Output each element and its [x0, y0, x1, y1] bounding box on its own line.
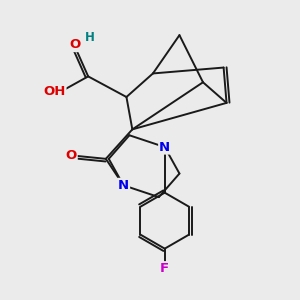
Text: N: N: [118, 179, 129, 192]
Text: O: O: [69, 38, 80, 51]
Text: H: H: [85, 31, 94, 44]
Text: F: F: [160, 262, 169, 275]
Text: OH: OH: [43, 85, 65, 98]
Text: O: O: [65, 149, 77, 162]
Text: N: N: [159, 141, 170, 154]
